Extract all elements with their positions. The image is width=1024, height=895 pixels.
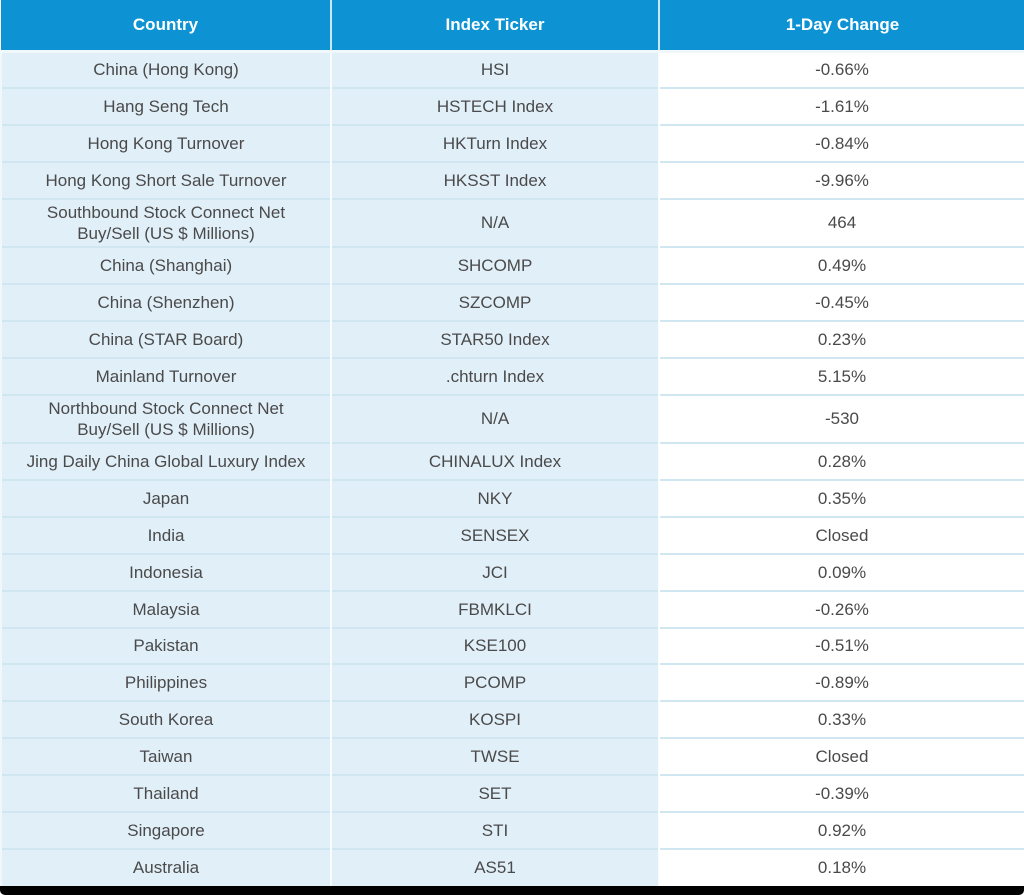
table-header-row: Country Index Ticker 1-Day Change bbox=[1, 0, 1024, 53]
table-row: Mainland Turnover .chturn Index 5.15% bbox=[0, 356, 1024, 395]
table-row: Pakistan KSE100 -0.51% bbox=[0, 626, 1024, 665]
cell-country: China (Hong Kong) bbox=[0, 51, 332, 88]
cell-change: -0.84% bbox=[659, 123, 1024, 162]
cell-change: 0.92% bbox=[659, 811, 1024, 849]
cell-ticker: SHCOMP bbox=[331, 246, 660, 284]
table-row: China (STAR Board) STAR50 Index 0.23% bbox=[0, 319, 1024, 358]
table-row: Hong Kong Short Sale Turnover HKSST Inde… bbox=[0, 160, 1024, 199]
cell-change: 0.18% bbox=[659, 847, 1024, 886]
table-row: Indonesia JCI 0.09% bbox=[0, 552, 1024, 591]
cell-change: 0.35% bbox=[659, 478, 1024, 517]
cell-country: China (Shanghai) bbox=[0, 246, 332, 284]
table-row: Singapore STI 0.92% bbox=[0, 811, 1024, 849]
table-row: Malaysia FBMKLCI -0.26% bbox=[0, 589, 1024, 628]
table-row: Thailand SET -0.39% bbox=[0, 774, 1024, 812]
cell-change: -0.45% bbox=[659, 282, 1024, 321]
cell-ticker: PCOMP bbox=[331, 663, 660, 702]
cell-country: Pakistan bbox=[0, 626, 332, 665]
table-row: Jing Daily China Global Luxury Index CHI… bbox=[0, 442, 1024, 480]
cell-country: Northbound Stock Connect Net Buy/Sell (U… bbox=[0, 393, 332, 444]
cell-country: Australia bbox=[0, 847, 332, 886]
table-row: Japan NKY 0.35% bbox=[0, 478, 1024, 517]
cell-change: 0.23% bbox=[659, 319, 1024, 358]
table-row: Northbound Stock Connect Net Buy/Sell (U… bbox=[0, 393, 1024, 444]
cell-change: Closed bbox=[659, 515, 1024, 554]
cell-country: Hong Kong Short Sale Turnover bbox=[0, 160, 332, 199]
cell-ticker: HSTECH Index bbox=[331, 86, 660, 125]
table-row: South Korea KOSPI 0.33% bbox=[0, 700, 1024, 739]
cell-ticker: TWSE bbox=[331, 737, 660, 776]
cell-ticker: HKTurn Index bbox=[331, 123, 660, 162]
table-row: China (Shenzhen) SZCOMP -0.45% bbox=[0, 282, 1024, 321]
cell-country: Philippines bbox=[0, 663, 332, 702]
cell-country: Southbound Stock Connect Net Buy/Sell (U… bbox=[0, 197, 332, 248]
cell-change: Closed bbox=[659, 737, 1024, 776]
table-row: Taiwan TWSE Closed bbox=[0, 737, 1024, 776]
cell-country: China (Shenzhen) bbox=[0, 282, 332, 321]
header-country: Country bbox=[1, 0, 332, 53]
header-1-day-change: 1-Day Change bbox=[659, 0, 1024, 53]
cell-country: Mainland Turnover bbox=[0, 356, 332, 395]
cell-change: -1.61% bbox=[659, 86, 1024, 125]
cell-ticker: KSE100 bbox=[331, 626, 660, 665]
table-row: Hong Kong Turnover HKTurn Index -0.84% bbox=[0, 123, 1024, 162]
cell-country: China (STAR Board) bbox=[0, 319, 332, 358]
table-row: China (Shanghai) SHCOMP 0.49% bbox=[0, 246, 1024, 284]
cell-change: -0.26% bbox=[659, 589, 1024, 628]
bottom-bar bbox=[0, 886, 1024, 895]
cell-country: Singapore bbox=[0, 811, 332, 849]
cell-ticker: NKY bbox=[331, 478, 660, 517]
cell-change: -0.39% bbox=[659, 774, 1024, 812]
table-header: Country Index Ticker 1-Day Change bbox=[1, 0, 1024, 53]
cell-ticker: SZCOMP bbox=[331, 282, 660, 321]
cell-country: Hong Kong Turnover bbox=[0, 123, 332, 162]
cell-change: -9.96% bbox=[659, 160, 1024, 199]
cell-ticker: STAR50 Index bbox=[331, 319, 660, 358]
cell-ticker: SET bbox=[331, 774, 660, 812]
cell-change: 5.15% bbox=[659, 356, 1024, 395]
table-body: China (Hong Kong) HSI -0.66% Hang Seng T… bbox=[0, 51, 1024, 886]
cell-ticker: N/A bbox=[331, 393, 660, 444]
header-index-ticker: Index Ticker bbox=[331, 0, 660, 53]
cell-ticker: CHINALUX Index bbox=[331, 442, 660, 480]
cell-country: Jing Daily China Global Luxury Index bbox=[0, 442, 332, 480]
cell-change: -0.89% bbox=[659, 663, 1024, 702]
cell-country: Thailand bbox=[0, 774, 332, 812]
cell-ticker: HSI bbox=[331, 51, 660, 88]
cell-ticker: AS51 bbox=[331, 847, 660, 886]
cell-country: Indonesia bbox=[0, 552, 332, 591]
table-row: China (Hong Kong) HSI -0.66% bbox=[0, 51, 1024, 88]
cell-change: -0.66% bbox=[659, 51, 1024, 88]
table-row: India SENSEX Closed bbox=[0, 515, 1024, 554]
cell-change: 0.28% bbox=[659, 442, 1024, 480]
cell-change: -530 bbox=[659, 393, 1024, 444]
cell-country: South Korea bbox=[0, 700, 332, 739]
cell-change: 0.09% bbox=[659, 552, 1024, 591]
cell-change: -0.51% bbox=[659, 626, 1024, 665]
cell-ticker: JCI bbox=[331, 552, 660, 591]
cell-ticker: HKSST Index bbox=[331, 160, 660, 199]
cell-country: Malaysia bbox=[0, 589, 332, 628]
cell-country: India bbox=[0, 515, 332, 554]
cell-change: 0.33% bbox=[659, 700, 1024, 739]
cell-ticker: FBMKLCI bbox=[331, 589, 660, 628]
cell-ticker: N/A bbox=[331, 197, 660, 248]
cell-country: Japan bbox=[0, 478, 332, 517]
cell-ticker: STI bbox=[331, 811, 660, 849]
table-row: Australia AS51 0.18% bbox=[0, 847, 1024, 886]
table-row: Southbound Stock Connect Net Buy/Sell (U… bbox=[0, 197, 1024, 248]
cell-country: Hang Seng Tech bbox=[0, 86, 332, 125]
cell-ticker: SENSEX bbox=[331, 515, 660, 554]
table-row: Hang Seng Tech HSTECH Index -1.61% bbox=[0, 86, 1024, 125]
cell-country: Taiwan bbox=[0, 737, 332, 776]
cell-ticker: .chturn Index bbox=[331, 356, 660, 395]
cell-ticker: KOSPI bbox=[331, 700, 660, 739]
table-row: Philippines PCOMP -0.89% bbox=[0, 663, 1024, 702]
cell-change: 0.49% bbox=[659, 246, 1024, 284]
cell-change: 464 bbox=[659, 197, 1024, 248]
